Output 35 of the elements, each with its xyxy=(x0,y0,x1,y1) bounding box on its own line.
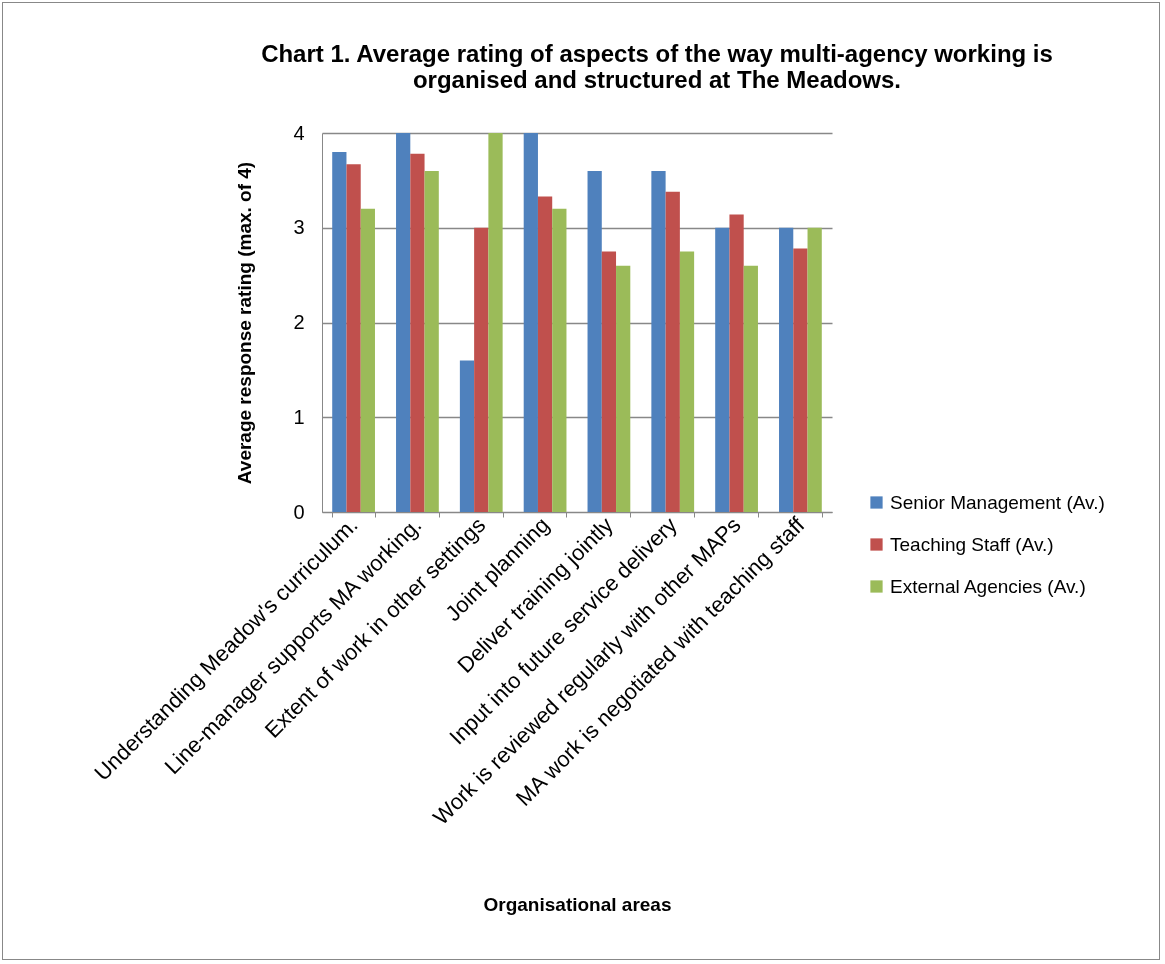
bar xyxy=(651,170,666,512)
legend-label: External Agencies (Av.) xyxy=(890,575,1086,597)
bar xyxy=(459,360,475,512)
bar xyxy=(743,265,758,512)
legend-label: Senior Management (Av.) xyxy=(890,491,1105,513)
bar xyxy=(729,214,744,512)
bar xyxy=(346,164,361,512)
bar xyxy=(793,248,808,512)
bar xyxy=(360,208,375,512)
x-axis-title: Organisational areas xyxy=(483,893,672,915)
y-tick-label: 4 xyxy=(293,121,305,144)
bar xyxy=(715,227,730,512)
bar xyxy=(474,227,489,512)
bar xyxy=(779,227,794,512)
y-tick-label: 2 xyxy=(293,311,305,333)
bar xyxy=(332,151,347,512)
bar xyxy=(601,251,617,512)
y-tick-label: 0 xyxy=(293,500,305,523)
bar xyxy=(665,191,680,512)
y-tick-label: 3 xyxy=(293,216,305,239)
legend-label: Teaching Staff (Av.) xyxy=(890,533,1054,555)
bar xyxy=(616,265,631,512)
bar xyxy=(410,153,425,512)
bar xyxy=(424,170,439,512)
bar xyxy=(523,133,538,512)
bar xyxy=(552,208,567,512)
bar xyxy=(807,227,822,512)
y-tick-label: 1 xyxy=(293,405,305,428)
bar xyxy=(488,133,503,512)
bar xyxy=(396,133,411,512)
bar xyxy=(537,196,553,512)
bar xyxy=(679,251,695,512)
y-axis-title: Average response rating (max. of 4) xyxy=(234,161,256,485)
chart-title: Chart 1. Average rating of aspects of the way multi-agency working is organised and structured at The Meadows. xyxy=(261,40,1053,93)
bar xyxy=(587,170,602,512)
